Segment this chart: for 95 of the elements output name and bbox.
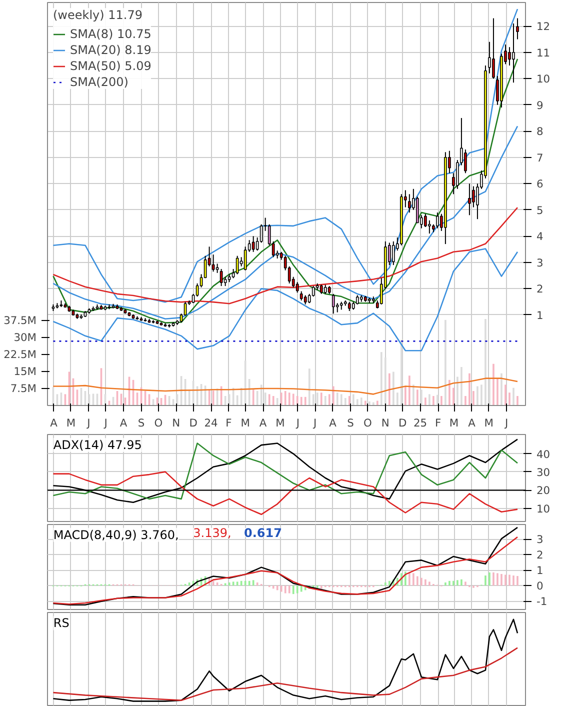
candlestick	[428, 220, 431, 234]
line-series	[52, 126, 518, 320]
x-tick-label: N	[172, 416, 180, 430]
x-tick-label: D	[398, 416, 407, 430]
candlestick	[508, 46, 511, 66]
candlestick	[324, 284, 327, 294]
candlestick	[512, 23, 515, 84]
x-tick-label: J	[504, 416, 508, 430]
y-tick-label: 3	[536, 533, 544, 546]
x-tick-label: N	[381, 416, 390, 430]
y-tick-label: 40	[536, 448, 550, 461]
line-series	[52, 58, 518, 324]
candlestick	[244, 246, 247, 271]
y-tick-label: 5	[536, 204, 544, 217]
y2-tick-label: 7.5M	[10, 382, 37, 396]
y-tick-label: 1	[536, 308, 544, 322]
line-series	[52, 378, 518, 395]
y-tick-label: 20	[536, 484, 550, 498]
x-tick-label: D	[189, 416, 198, 430]
y-tick-label: 8	[536, 125, 544, 138]
line-series	[52, 206, 518, 304]
x-tick-label: J	[295, 416, 300, 430]
x-tick-label: A	[259, 416, 268, 430]
candlestick	[468, 183, 471, 216]
y-tick-label: 11	[536, 46, 550, 60]
legend-title: (weekly) 11.79	[53, 8, 144, 22]
x-tick-label: J	[312, 416, 317, 430]
x-tick-label: F	[226, 416, 232, 430]
x-tick-label: J	[103, 416, 108, 430]
x-tick-label: 25	[414, 416, 428, 430]
y-tick-label: 12	[536, 20, 550, 34]
y2-tick-label: 30M	[14, 331, 37, 344]
y-tick-label: 7	[536, 151, 544, 164]
y-tick-label: 4	[536, 230, 544, 244]
text: RS	[53, 616, 70, 630]
y-tick-label: 0	[536, 580, 544, 593]
candlestick	[464, 149, 467, 174]
x-tick-label: M	[449, 416, 459, 430]
candlestick	[212, 254, 215, 272]
legend-label: SMA(200)	[70, 75, 128, 89]
candlestick	[296, 282, 299, 294]
x-tick-label: S	[138, 416, 145, 430]
x-tick-label: J	[86, 416, 90, 430]
y-tick-label: 10	[536, 72, 550, 86]
candlestick	[252, 236, 255, 252]
x-tick-label: O	[154, 416, 163, 430]
y-tick-label: 6	[536, 178, 544, 191]
y-tick-label: 2	[536, 282, 544, 296]
annotation: 0.617	[244, 526, 282, 540]
y-tick-label: 9	[536, 98, 544, 112]
y-tick-label: 2	[536, 548, 544, 562]
candlestick	[332, 293, 335, 314]
line-series	[52, 471, 518, 516]
text: MACD(8,40,9) 3.760,	[53, 528, 179, 542]
y-tick-label: 10	[536, 502, 550, 516]
y2-tick-label: 22.5M	[4, 348, 36, 362]
x-tick-label: S	[347, 416, 354, 430]
candlestick	[300, 290, 303, 301]
y-tick-label: 30	[536, 466, 550, 479]
candlestick	[492, 18, 495, 80]
candlestick	[472, 186, 475, 208]
line-series	[52, 248, 518, 352]
x-tick-label: 24	[204, 416, 218, 430]
y-tick-label: 3	[536, 256, 544, 270]
x-tick-label: O	[364, 416, 372, 430]
x-tick-label: M	[484, 416, 494, 430]
text: 3.139,	[193, 526, 232, 540]
text: ADX(14) 47.95	[53, 438, 142, 452]
candlestick	[320, 284, 323, 294]
x-tick-label: F	[434, 416, 442, 430]
y2-tick-label: 37.5M	[4, 314, 36, 328]
x-tick-label: M	[66, 416, 76, 430]
candlestick	[348, 301, 351, 312]
x-tick-label: A	[468, 416, 476, 430]
line-series	[52, 8, 518, 303]
candlestick	[304, 294, 307, 305]
legend-label: SMA(20) 8.19	[70, 43, 152, 57]
y2-tick-label: 15M	[14, 365, 37, 378]
x-tick-label: M	[276, 416, 285, 430]
legend-label: SMA(50) 5.09	[70, 59, 152, 73]
x-tick-label: A	[50, 416, 58, 430]
candlestick	[392, 240, 395, 266]
candlestick	[236, 255, 239, 275]
legend-label: SMA(8) 10.75	[70, 27, 152, 41]
candlestick	[408, 194, 411, 214]
x-tick-label: A	[329, 416, 338, 430]
y-tick-label: 1	[536, 564, 544, 578]
candlestick	[436, 212, 439, 229]
candlestick	[488, 41, 491, 74]
candlestick	[356, 294, 359, 305]
candlestick	[424, 213, 427, 228]
x-tick-label: A	[120, 416, 128, 430]
x-tick-label: M	[240, 416, 250, 430]
candlestick	[516, 18, 519, 40]
y-tick-label: -1	[536, 595, 548, 608]
